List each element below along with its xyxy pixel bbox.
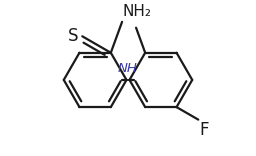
Text: S: S <box>68 27 78 44</box>
Text: NH: NH <box>118 62 138 75</box>
Text: F: F <box>200 121 209 139</box>
Text: NH₂: NH₂ <box>123 4 152 19</box>
